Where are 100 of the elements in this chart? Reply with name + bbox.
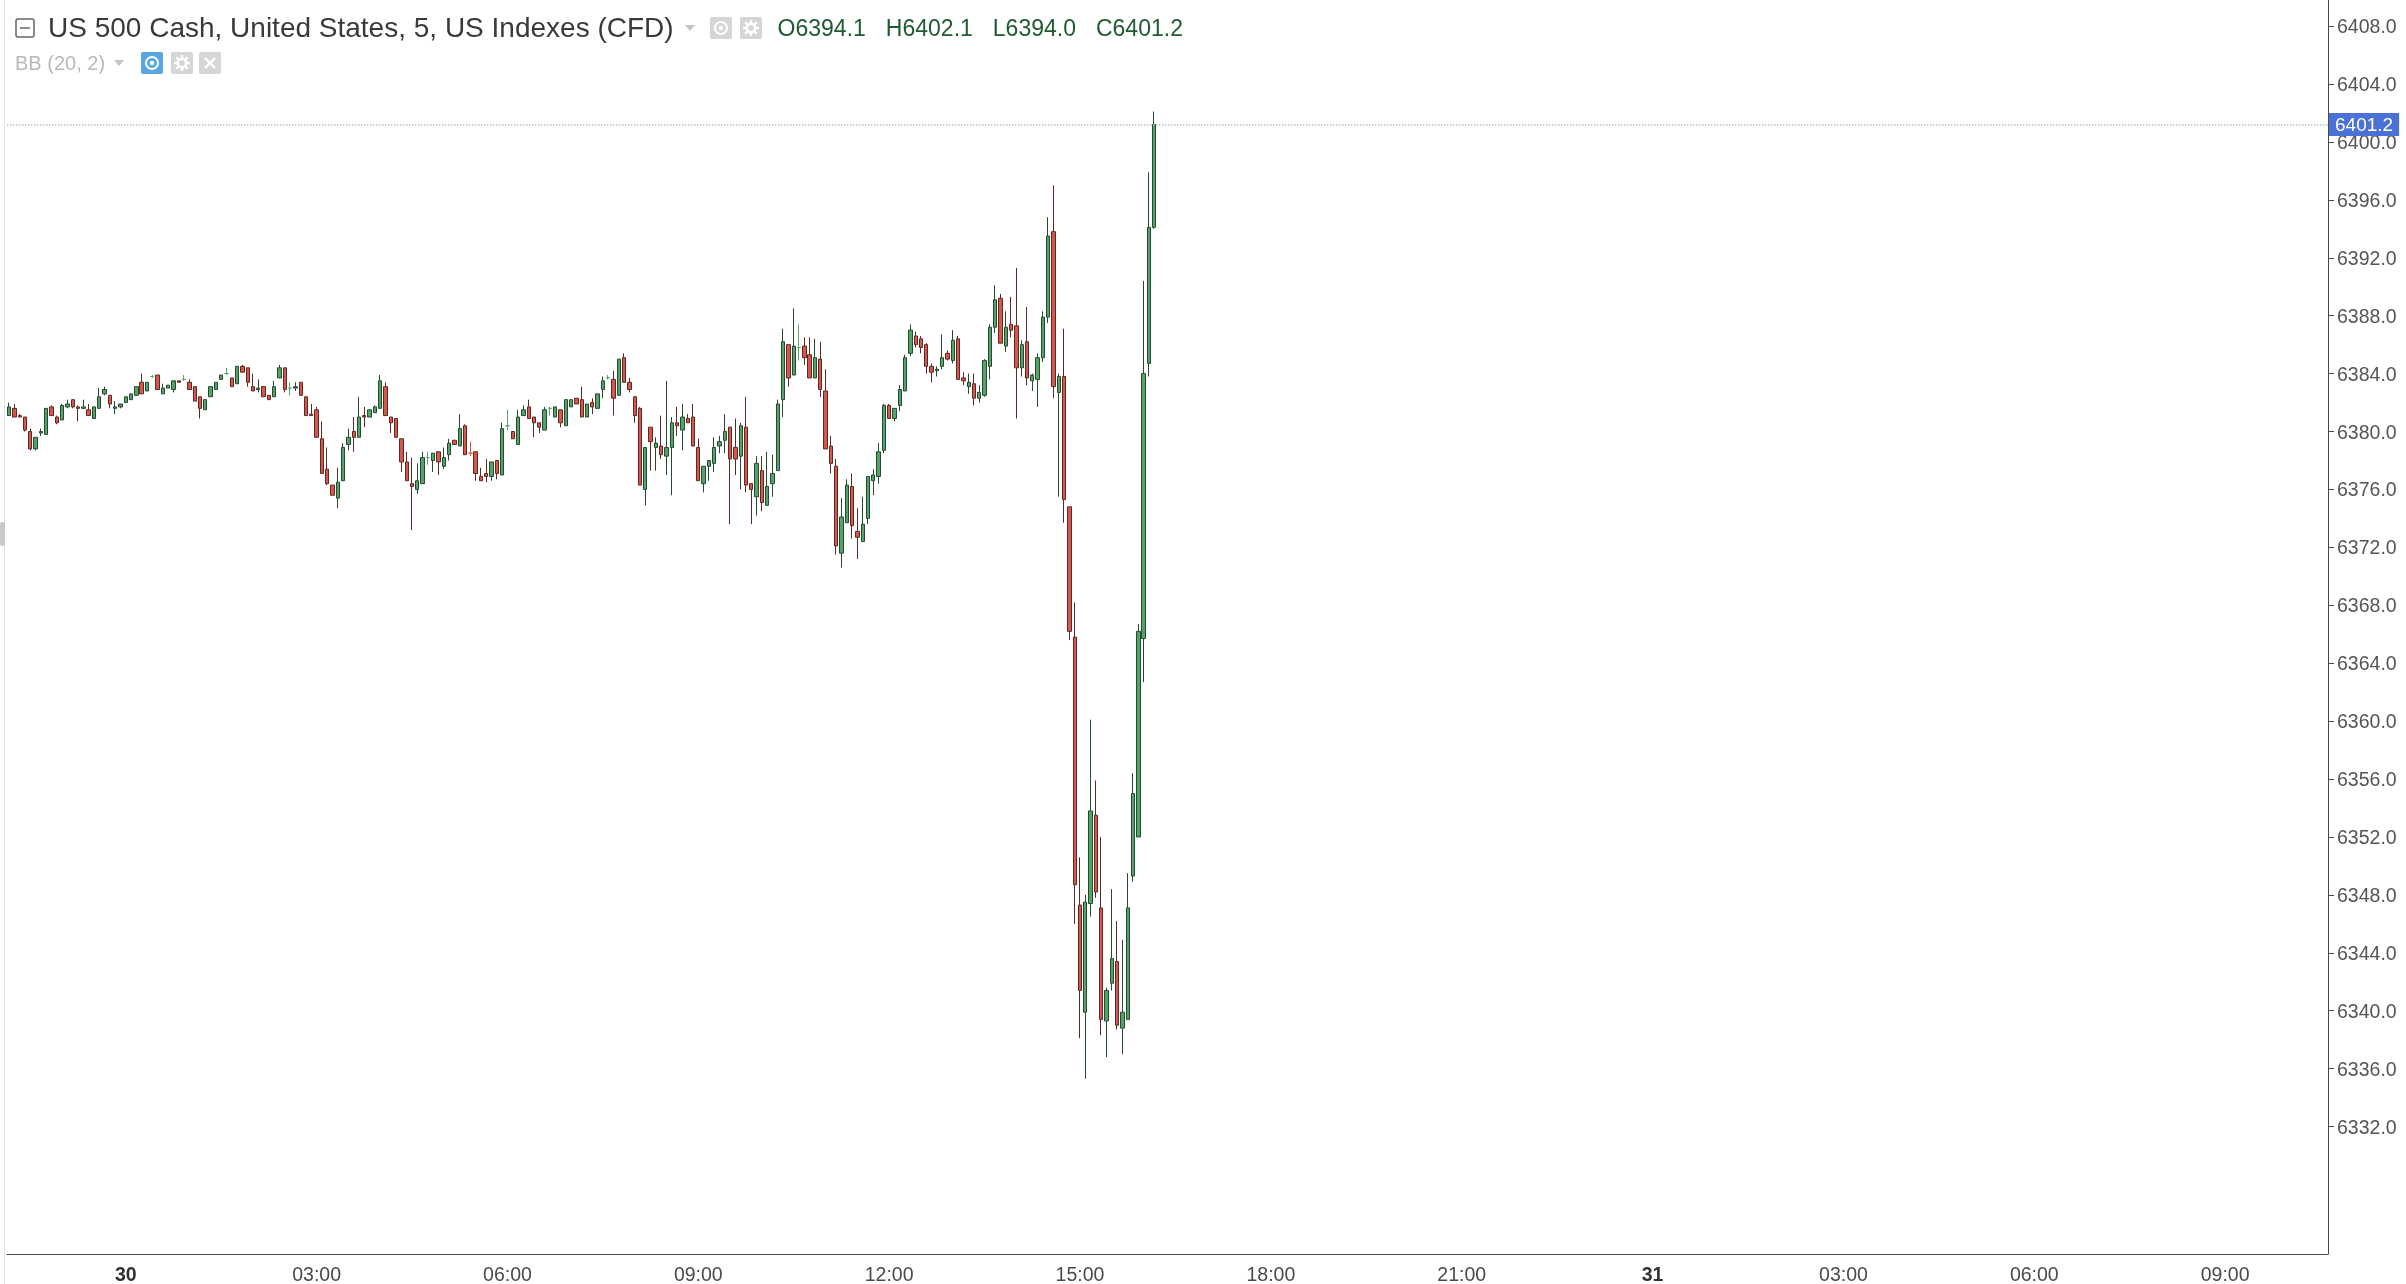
- x-tick-label: 30: [114, 1263, 137, 1284]
- candlestick: [760, 455, 764, 512]
- candlestick: [49, 404, 54, 417]
- candlestick: [945, 349, 950, 362]
- candlestick: [383, 381, 388, 417]
- x-tick-label: 06:00: [483, 1263, 533, 1284]
- candlestick: [108, 394, 112, 409]
- candlestick: [230, 377, 234, 388]
- candlestick: [436, 451, 441, 476]
- annotation: C6401.2: [1095, 14, 1183, 43]
- y-tick-label: 6340.0: [2337, 999, 2397, 1022]
- candlestick: [1025, 306, 1029, 386]
- x-tick-label: 03:00: [1819, 1263, 1868, 1284]
- candlestick: [861, 496, 865, 543]
- candlestick: [659, 415, 663, 460]
- candlestick: [256, 378, 260, 393]
- y-tick-label: 6384.0: [2337, 362, 2397, 385]
- candlestick: [55, 415, 59, 425]
- candlestick: [643, 446, 647, 506]
- candlestick: [299, 381, 303, 396]
- candlestick: [442, 446, 446, 470]
- x-tick-label: 12:00: [864, 1263, 914, 1284]
- candlestick: [739, 422, 743, 490]
- y-tick-label: 6352.0: [2337, 825, 2397, 848]
- candlestick: [7, 402, 11, 417]
- x-tick-label: 03:00: [292, 1263, 342, 1284]
- candlestick: [1051, 184, 1056, 399]
- candlestick: [818, 341, 822, 398]
- candlestick: [489, 461, 494, 482]
- candlestick: [770, 454, 775, 498]
- candlestick: [139, 373, 144, 395]
- candlestick: [81, 399, 86, 409]
- candlestick: [1067, 506, 1072, 641]
- candlestick: [86, 403, 91, 417]
- candlestick: [357, 396, 361, 438]
- candlestick: [765, 451, 769, 506]
- candlestick: [951, 329, 955, 364]
- candlestick: [102, 386, 107, 396]
- candlestick: [585, 403, 589, 418]
- candlestick: [908, 323, 913, 357]
- candlestick: [1057, 373, 1061, 498]
- candlestick: [447, 438, 451, 461]
- candlestick: [346, 428, 351, 451]
- candlestick: [595, 393, 600, 409]
- y-tick-label: 6388.0: [2337, 304, 2397, 327]
- y-tick-label: 6348.0: [2337, 883, 2397, 906]
- candlestick: [935, 365, 939, 377]
- candlestick: [617, 358, 621, 396]
- candlestick: [601, 375, 605, 399]
- annotation: O6394.1: [777, 14, 866, 43]
- candlestick: [203, 399, 207, 411]
- annotation: L6394.0: [992, 14, 1076, 43]
- candlestick: [1104, 987, 1109, 1058]
- candlestick: [277, 364, 282, 379]
- x-tick-label: 09:00: [673, 1263, 723, 1284]
- candlestick: [500, 422, 504, 476]
- candlestick: [463, 423, 467, 456]
- y-tick-label: 6332.0: [2337, 1115, 2397, 1138]
- x-tick-label: 09:00: [2200, 1263, 2250, 1284]
- candlestick: [33, 436, 38, 451]
- y-tick-label: 6404.0: [2337, 72, 2397, 95]
- candlestick: [558, 409, 563, 428]
- candlestick: [521, 404, 526, 417]
- candlestick: [998, 293, 1003, 344]
- candlestick: [1073, 601, 1077, 925]
- candlestick: [1094, 779, 1098, 899]
- candlestick: [272, 380, 276, 398]
- candlestick: [590, 397, 594, 415]
- candlestick: [611, 370, 616, 417]
- candlestick: [1004, 310, 1008, 353]
- x-tick-label: 21:00: [1437, 1263, 1487, 1284]
- candlestick: [219, 374, 223, 380]
- candlestick: [458, 413, 462, 447]
- candlestick: [813, 338, 817, 379]
- candlestick: [723, 413, 727, 454]
- chart-title: US 500 Cash, United States, 5, US Indexes (CFD): [48, 12, 674, 44]
- candlestick: [1020, 339, 1024, 377]
- candlestick: [1099, 836, 1103, 1036]
- candlestick: [155, 374, 160, 391]
- candlestick: [352, 416, 356, 453]
- candlestick: [235, 365, 239, 385]
- candlestick: [516, 409, 520, 446]
- y-tick-label: 6392.0: [2337, 246, 2397, 269]
- y-tick-label: 6356.0: [2337, 768, 2397, 791]
- candlestick: [940, 334, 944, 370]
- candlestick: [431, 452, 435, 473]
- candlestick: [495, 459, 499, 480]
- candlestick: [648, 426, 653, 472]
- candlestick: [967, 373, 971, 395]
- candlestick: [855, 507, 860, 560]
- candlestick: [1062, 328, 1066, 524]
- candlestick: [696, 438, 700, 482]
- candlestick: [330, 484, 335, 496]
- candlestick: [177, 380, 181, 383]
- ref-line-label: 6401.2: [2335, 114, 2394, 136]
- y-tick-label: 6380.0: [2337, 420, 2397, 443]
- candlestick: [362, 406, 366, 428]
- candlestick: [283, 367, 287, 393]
- candlestick: [882, 403, 886, 454]
- candlestick: [717, 435, 722, 454]
